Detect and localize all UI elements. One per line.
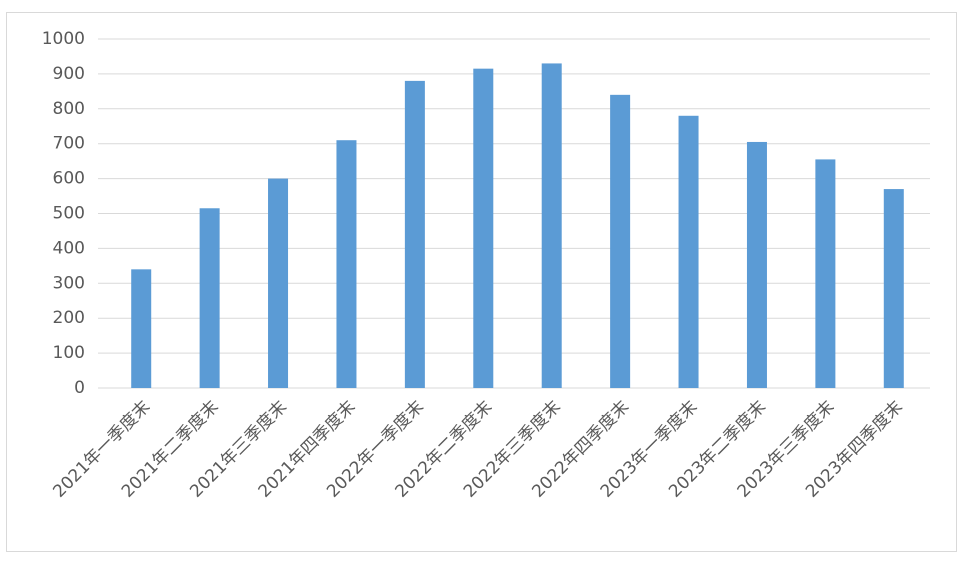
y-tick-label: 300 [53, 273, 85, 293]
y-tick-label: 100 [53, 343, 85, 363]
y-tick-label: 500 [53, 204, 85, 224]
y-tick-label: 600 [53, 169, 85, 189]
bar [131, 269, 152, 388]
y-tick-label: 900 [53, 64, 85, 84]
y-tick-label: 800 [53, 99, 85, 119]
y-tick-label: 400 [53, 238, 85, 258]
y-tick-label: 1000 [42, 29, 85, 49]
bar [883, 189, 904, 388]
y-tick-label: 0 [74, 378, 85, 398]
bar [473, 68, 494, 388]
bar [610, 94, 631, 388]
bar [268, 178, 289, 388]
bar [678, 115, 699, 388]
y-tick-label: 200 [53, 308, 85, 328]
bar [199, 208, 220, 388]
y-tick-label: 700 [53, 134, 85, 154]
bar [541, 63, 562, 389]
bar [404, 80, 425, 388]
bar [815, 159, 836, 388]
bar [746, 141, 767, 388]
bar [336, 140, 357, 388]
